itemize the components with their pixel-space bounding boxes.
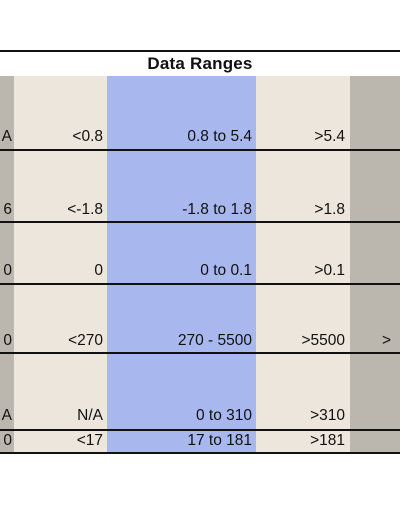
- row-divider: [0, 149, 400, 151]
- row-4-right-cell: >: [382, 332, 392, 349]
- row-5-low-cell: N/A: [77, 407, 103, 424]
- row-3-mid-cell: 0 to 0.1: [200, 262, 252, 279]
- row-2-low-cell: <-1.8: [67, 201, 103, 218]
- column-high: [256, 76, 350, 453]
- row-2-mid-cell: -1.8 to 1.8: [182, 201, 252, 218]
- row-divider: [0, 452, 400, 454]
- row-4-high-cell: >5500: [301, 332, 345, 349]
- row-6-left-cell: 0: [3, 432, 12, 449]
- row-1-low-cell: <0.8: [72, 128, 103, 145]
- row-5-high-cell: >310: [310, 407, 345, 424]
- row-divider: [0, 429, 400, 431]
- row-divider: [0, 352, 400, 354]
- row-4-low-cell: <270: [68, 332, 103, 349]
- row-4-left-cell: 0: [3, 332, 12, 349]
- row-5-left-cell: A: [1, 407, 12, 424]
- header-row: Data Ranges: [0, 50, 400, 77]
- row-3-low-cell: 0: [94, 262, 103, 279]
- row-divider: [0, 283, 400, 285]
- row-6-mid-cell: 17 to 181: [187, 432, 252, 449]
- column-mid: [107, 76, 256, 453]
- row-5-mid-cell: 0 to 310: [195, 407, 252, 424]
- column-low: [14, 76, 107, 453]
- row-2-left-cell: 6: [3, 201, 12, 218]
- row-4-mid-cell: 270 - 5500: [177, 332, 252, 349]
- row-divider: [0, 221, 400, 223]
- row-3-high-cell: >0.1: [314, 262, 345, 279]
- row-1-high-cell: >5.4: [314, 128, 345, 145]
- row-6-low-cell: <17: [76, 432, 103, 449]
- table-title: Data Ranges: [147, 54, 253, 73]
- column-right-partial: [350, 76, 400, 453]
- row-2-high-cell: >1.8: [314, 201, 345, 218]
- row-6-high-cell: >181: [310, 432, 345, 449]
- row-1-mid-cell: 0.8 to 5.4: [187, 128, 252, 145]
- row-3-left-cell: 0: [3, 262, 12, 279]
- column-left-partial: [0, 76, 14, 453]
- row-1-left-cell: A: [1, 128, 12, 145]
